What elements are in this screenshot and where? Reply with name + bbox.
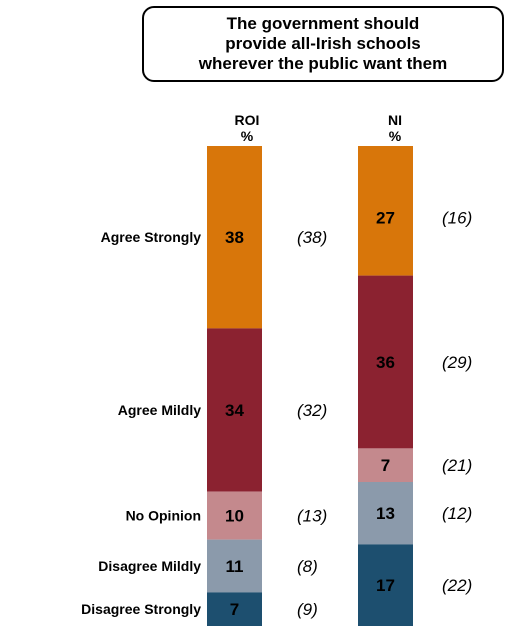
category-label-disagree-strongly: Disagree Strongly xyxy=(81,601,201,617)
bar-segment-roi-no-opinion xyxy=(207,491,262,540)
column-header-roi: ROI % xyxy=(222,112,272,144)
value-label-ni-disagree-mildly: 13 xyxy=(376,504,395,523)
previous-value-roi-disagree-mildly: (8) xyxy=(297,557,318,576)
bar-segment-roi-disagree-mildly xyxy=(207,539,262,593)
column-ni-name: NI xyxy=(388,112,402,128)
title-line-2: provide all-Irish schools xyxy=(225,34,421,53)
value-label-roi-agree-mildly: 34 xyxy=(225,401,244,420)
bar-segment-roi-agree-mildly xyxy=(207,328,262,492)
category-label-agree-strongly: Agree Strongly xyxy=(101,229,202,245)
column-roi-name: ROI xyxy=(234,112,260,128)
category-label-no-opinion: No Opinion xyxy=(126,508,201,524)
title-line-1: The government should xyxy=(226,14,420,33)
column-ni-unit: % xyxy=(388,128,402,144)
bar-segment-ni-no-opinion xyxy=(358,448,413,482)
bar-segment-ni-disagree-mildly xyxy=(358,482,413,545)
title-line-3: wherever the public want them xyxy=(198,54,448,73)
value-label-ni-disagree-strongly: 17 xyxy=(376,576,395,595)
category-label-agree-mildly: Agree Mildly xyxy=(118,402,201,418)
bar-segment-roi-disagree-strongly xyxy=(207,592,262,626)
value-label-roi-agree-strongly: 38 xyxy=(225,228,244,247)
previous-value-ni-disagree-strongly: (22) xyxy=(442,576,472,595)
value-label-ni-no-opinion: 7 xyxy=(381,456,390,475)
previous-value-roi-agree-strongly: (38) xyxy=(297,228,327,247)
bar-segment-ni-agree-mildly xyxy=(358,275,413,449)
value-label-ni-agree-strongly: 27 xyxy=(376,208,395,227)
column-roi-unit: % xyxy=(240,128,254,144)
previous-value-roi-no-opinion: (13) xyxy=(297,507,327,526)
chart-title-box: The government should provide all-Irish … xyxy=(142,6,504,82)
column-header-ni: NI % xyxy=(370,112,420,144)
value-label-roi-no-opinion: 10 xyxy=(225,507,244,526)
category-label-disagree-mildly: Disagree Mildly xyxy=(98,558,201,574)
bar-segment-ni-disagree-strongly xyxy=(358,544,413,626)
previous-value-roi-disagree-strongly: (9) xyxy=(297,600,318,619)
previous-value-ni-agree-mildly: (29) xyxy=(442,353,472,372)
previous-value-ni-agree-strongly: (16) xyxy=(442,208,472,227)
value-label-roi-disagree-mildly: 11 xyxy=(226,557,244,576)
bar-segment-ni-agree-strongly xyxy=(358,146,413,276)
value-label-roi-disagree-strongly: 7 xyxy=(230,600,239,619)
previous-value-ni-no-opinion: (21) xyxy=(442,456,472,475)
value-label-ni-agree-mildly: 36 xyxy=(376,353,395,372)
previous-value-ni-disagree-mildly: (12) xyxy=(442,504,472,523)
bar-segment-roi-agree-strongly xyxy=(207,146,262,329)
previous-value-roi-agree-mildly: (32) xyxy=(297,401,327,420)
